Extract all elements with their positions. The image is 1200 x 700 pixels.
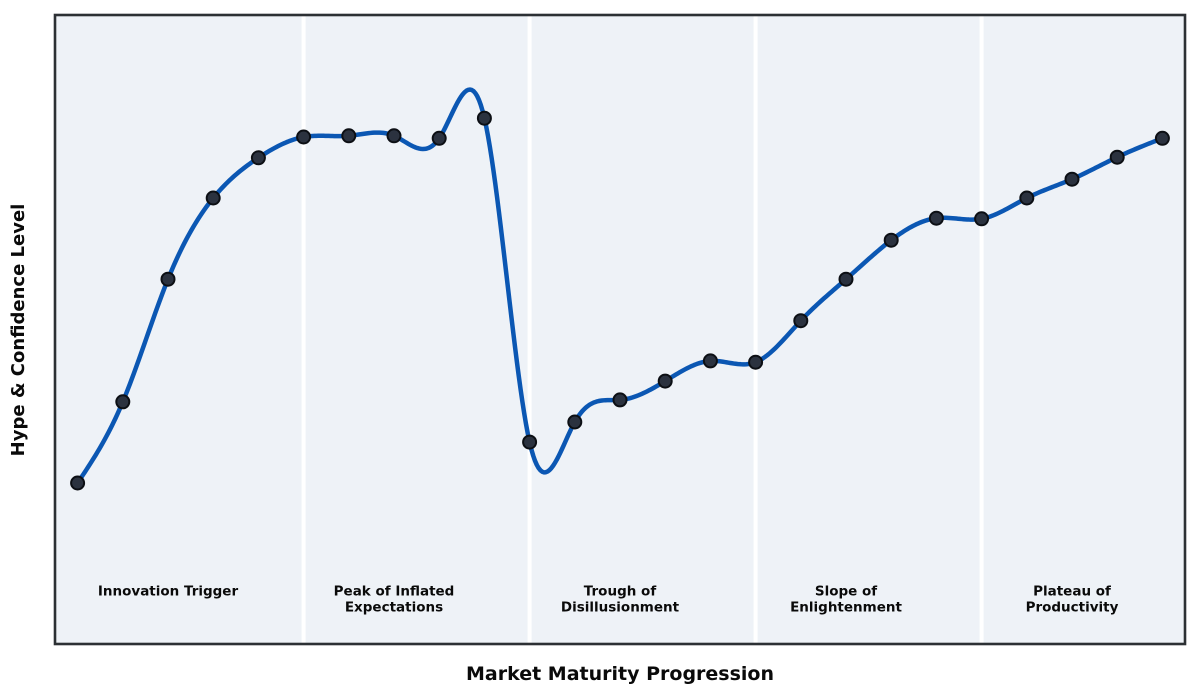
phase-label-peak-of-inflated-expectations: Peak of Inflated Expectations: [334, 584, 455, 616]
data-point-marker: [205, 190, 221, 206]
phase-label-line: Expectations: [345, 600, 443, 616]
x-axis-label: Market Maturity Progression: [466, 663, 774, 685]
phase-label-line: Plateau of: [1033, 584, 1111, 600]
phase-divider: [753, 16, 758, 643]
data-point-marker: [115, 394, 131, 410]
data-point-marker: [1019, 190, 1035, 206]
y-axis-label: Hype & Confidence Level: [8, 204, 29, 457]
data-point-marker: [838, 271, 854, 287]
phase-label-line: Trough of: [584, 584, 657, 600]
phase-label-line: Slope of: [815, 584, 877, 600]
phase-label-trough-of-disillusionment: Trough of Disillusionment: [561, 584, 680, 616]
curve-layer: [70, 87, 1170, 491]
data-point-marker: [386, 128, 402, 144]
plot-background-layer: [55, 15, 1185, 644]
data-point-marker: [974, 211, 990, 227]
data-point-marker: [748, 354, 764, 370]
data-point-marker: [522, 434, 538, 450]
phase-label-line: Peak of Inflated: [334, 584, 455, 600]
data-point-marker: [341, 128, 357, 144]
data-point-marker: [702, 353, 718, 369]
plot-background: [55, 15, 1185, 644]
data-point-marker: [296, 129, 312, 145]
phase-labels-layer: Innovation Trigger Peak of Inflated Expect…: [98, 584, 1119, 616]
data-point-marker: [1064, 171, 1080, 187]
data-point-marker: [612, 392, 628, 408]
data-point-marker: [657, 373, 673, 389]
phase-label-line: Innovation Trigger: [98, 584, 239, 600]
data-point-marker: [250, 150, 266, 166]
data-point-marker: [928, 210, 944, 226]
phase-label-line: Productivity: [1026, 600, 1119, 616]
data-point-marker: [793, 313, 809, 329]
phase-label-line: Disillusionment: [561, 600, 680, 616]
data-point-marker: [883, 232, 899, 248]
phase-divider: [527, 16, 532, 643]
data-point-marker: [70, 475, 86, 491]
data-point-marker: [1109, 149, 1125, 165]
phase-divider: [979, 16, 984, 643]
data-point-marker: [1154, 130, 1170, 146]
phase-label-plateau-of-productivity: Plateau of Productivity: [1026, 584, 1119, 616]
plot-frame-layer: [53, 13, 1187, 646]
plot-border: [53, 13, 1187, 646]
phase-divider: [301, 16, 306, 643]
phase-label-innovation-trigger: Innovation Trigger: [98, 584, 239, 600]
phase-label-line: Enlightenment: [790, 600, 902, 616]
data-point-marker: [476, 110, 492, 126]
data-point-marker: [567, 414, 583, 430]
data-point-marker: [431, 130, 447, 146]
phase-label-slope-of-enlightenment: Slope of Enlightenment: [790, 584, 902, 616]
data-point-marker: [160, 271, 176, 287]
